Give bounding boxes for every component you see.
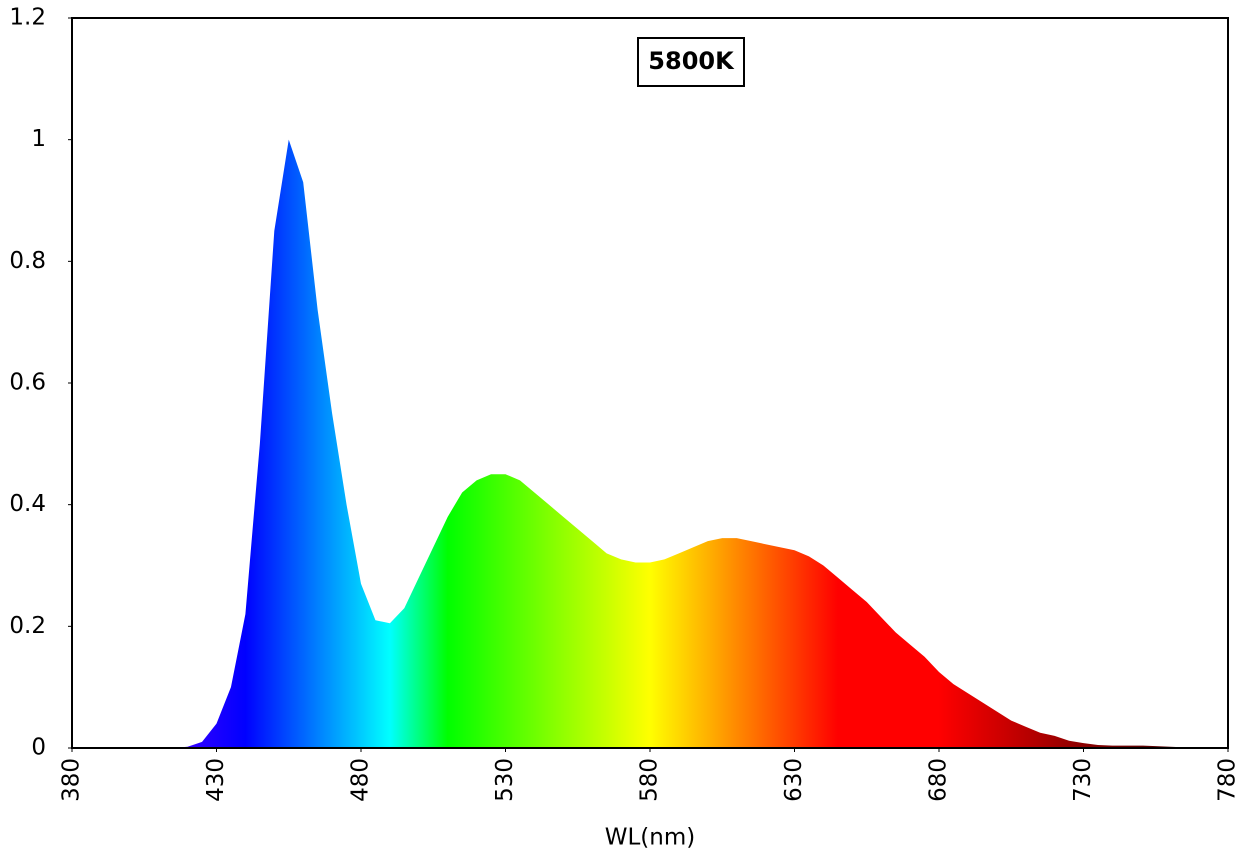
x-tick-label: 630 (781, 758, 807, 802)
y-tick-label: 0.4 (9, 491, 46, 517)
x-tick-label: 380 (59, 758, 85, 802)
plot-frame (71, 17, 1229, 749)
title-box (637, 37, 745, 87)
x-tick-label: 580 (637, 758, 663, 802)
x-tick-label: 680 (926, 758, 952, 802)
x-tick-label: 780 (1215, 758, 1241, 802)
x-tick-label: 430 (203, 758, 229, 802)
x-tick-label: 730 (1070, 758, 1096, 802)
y-tick-label: 0.2 (9, 613, 46, 639)
y-tick-label: 1.2 (9, 5, 46, 31)
chart-title: 5800K (648, 47, 735, 75)
y-tick-label: 0.6 (9, 370, 46, 396)
x-tick-label: 530 (492, 758, 518, 802)
spectrum-area (72, 139, 1228, 749)
x-axis-label: WL(nm) (605, 825, 695, 851)
y-tick-label: 0.8 (9, 248, 46, 274)
x-tick-label: 480 (348, 758, 374, 802)
y-tick-label: 1 (31, 126, 46, 152)
y-tick-label: 0 (31, 735, 46, 761)
